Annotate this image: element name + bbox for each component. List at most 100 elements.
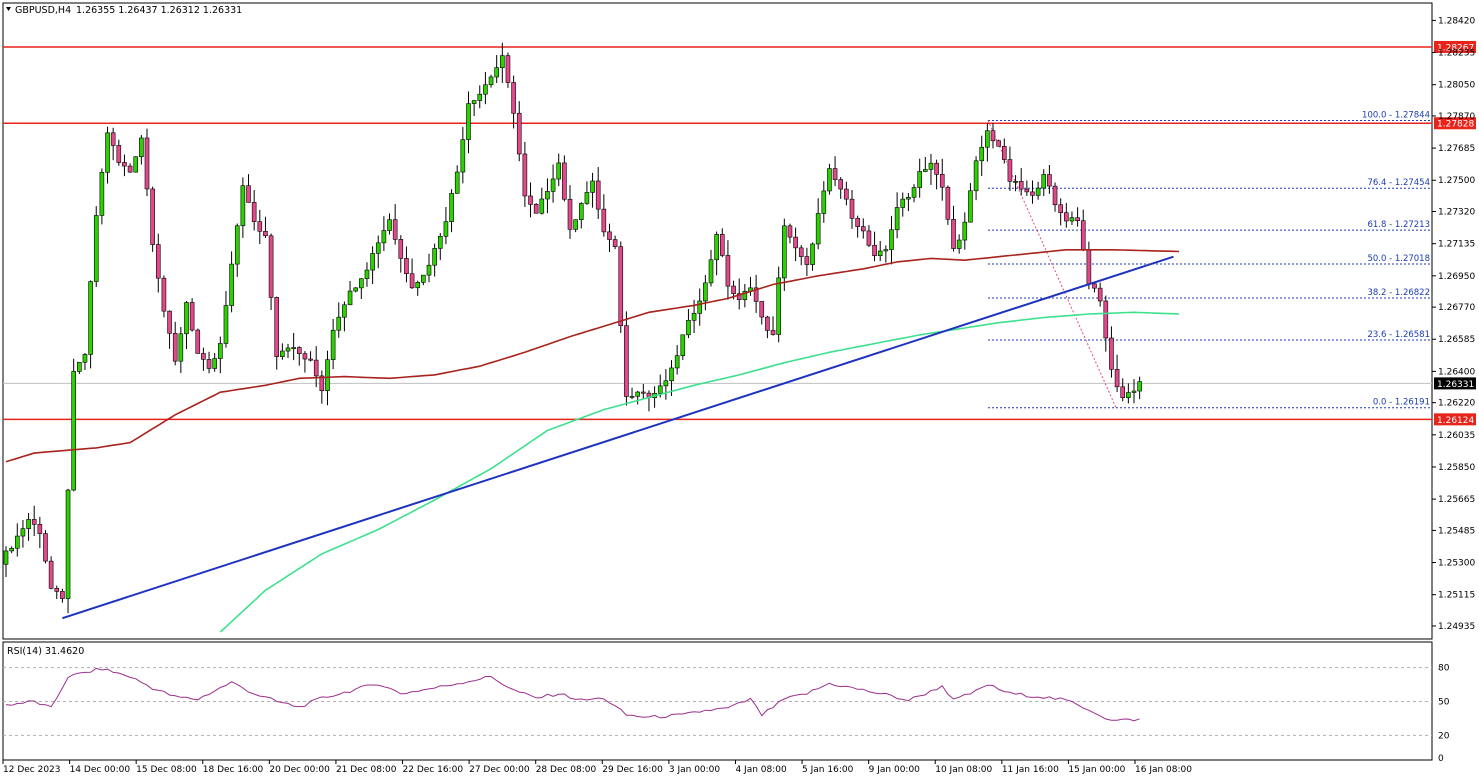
bearish-candle (1075, 207, 1080, 227)
candle-body (765, 316, 770, 331)
bullish-candle (545, 178, 550, 214)
candle-body (1064, 212, 1069, 222)
price-tick-label: 1.25115 (1438, 591, 1475, 601)
candle-body (928, 162, 934, 170)
bullish-candle (900, 192, 906, 217)
candle-body (657, 385, 663, 394)
candle-body (663, 380, 669, 387)
bearish-candle (618, 241, 624, 333)
time-tick-label: 18 Dec 16:00 (203, 765, 264, 775)
bullish-candle (421, 274, 426, 286)
price-tick-label: 1.25850 (1438, 463, 1475, 473)
candle-body (93, 215, 99, 282)
time-tick-label: 4 Jan 08:00 (735, 765, 787, 775)
bearish-candle (804, 247, 810, 277)
candle-body (201, 353, 206, 360)
bullish-candle (415, 280, 421, 296)
candle-body (573, 219, 578, 230)
candle-body (432, 248, 437, 266)
bearish-candle (313, 346, 319, 388)
candle-body (1131, 390, 1137, 393)
candle-body (251, 202, 257, 222)
candle-body (1035, 187, 1041, 196)
candle-body (409, 273, 415, 289)
bullish-candle (494, 55, 499, 84)
bullish-candle (782, 218, 787, 291)
trend-line (62, 255, 1174, 620)
candle-body (48, 560, 54, 589)
candle-body (353, 287, 358, 292)
candle-body (9, 547, 14, 552)
candle-body (325, 359, 330, 391)
bullish-candle (483, 72, 488, 105)
candle-body (951, 219, 956, 249)
bullish-candle (883, 245, 889, 263)
candle-body (1007, 159, 1013, 182)
bearish-candle (302, 351, 308, 373)
candle-body (973, 160, 979, 192)
candle-body (595, 180, 601, 210)
candle-body (968, 190, 973, 223)
bullish-candle (889, 215, 894, 265)
candle-body (810, 243, 815, 265)
bullish-candle (426, 253, 432, 283)
bearish-candle (167, 310, 172, 349)
candle-body (618, 246, 624, 326)
candle-body (347, 290, 353, 306)
bullish-candle (9, 546, 14, 554)
bearish-candle (195, 328, 201, 354)
candle-body (280, 350, 285, 357)
candle-body (1013, 181, 1018, 183)
candle-body (82, 354, 88, 363)
bearish-candle (860, 218, 866, 239)
candle-body (612, 239, 618, 247)
candle-body (1052, 185, 1058, 206)
candle-body (590, 180, 595, 193)
candle-body (736, 293, 742, 301)
bullish-candle (584, 181, 590, 205)
bearish-candle (116, 139, 122, 166)
bearish-candle (849, 190, 855, 229)
bullish-candle (550, 164, 556, 203)
bearish-candle (398, 235, 404, 273)
time-tick-label: 15 Dec 08:00 (136, 765, 197, 775)
candle-body (1092, 283, 1097, 289)
bullish-candle (336, 302, 342, 338)
bearish-candle (866, 225, 872, 248)
chart-header: GBPUSD,H4 1.26355 1.26437 1.26312 1.2633… (6, 5, 242, 16)
candle-body (240, 185, 246, 227)
bullish-candle (280, 343, 285, 360)
bearish-candle (601, 194, 607, 237)
candle-body (437, 236, 443, 249)
bullish-candle (973, 156, 979, 201)
candle-body (234, 225, 240, 265)
bearish-candle (274, 296, 280, 370)
bullish-candle (877, 240, 883, 262)
bearish-candle (296, 346, 302, 366)
fib-level-label: 61.8 - 1.27213 (1367, 220, 1430, 230)
bearish-candle (1024, 180, 1030, 196)
bullish-candle (432, 243, 437, 277)
dropdown-triangle-icon[interactable] (6, 7, 11, 11)
candle-body (832, 168, 838, 180)
bullish-candle (99, 168, 105, 225)
rsi-line (5, 667, 1140, 722)
candle-body (454, 171, 460, 194)
price-tick-label: 1.28235 (1438, 49, 1475, 59)
price-tick-label: 1.26950 (1438, 272, 1475, 282)
candle-body (1075, 217, 1080, 221)
bullish-candle (466, 91, 471, 154)
candle-body (1030, 191, 1035, 196)
bearish-candle (31, 505, 37, 537)
bullish-candle (1137, 376, 1142, 400)
candle-body (3, 550, 9, 565)
bearish-candle (770, 316, 776, 336)
bullish-candle (578, 202, 584, 229)
symbol-label: GBPUSD,H4 (15, 5, 71, 16)
candle-body (923, 169, 928, 172)
candle-body (229, 263, 234, 306)
rsi-tick-label: 50 (1438, 698, 1450, 708)
price-tick-label: 1.26220 (1438, 399, 1475, 409)
bullish-candle (133, 156, 139, 173)
